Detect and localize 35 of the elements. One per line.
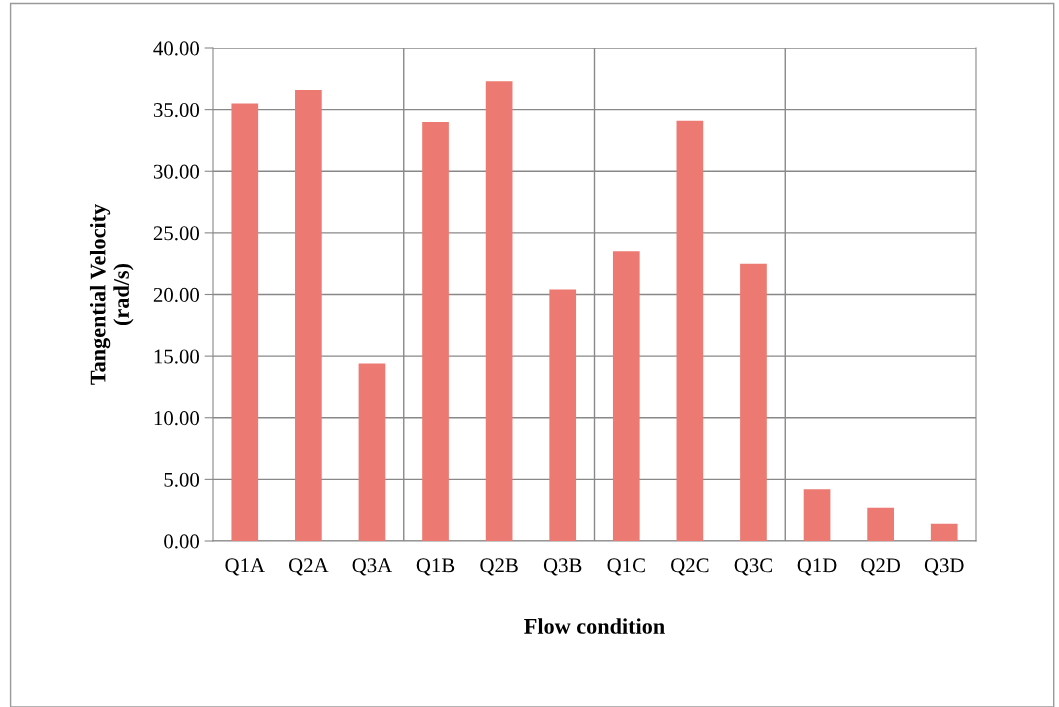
x-tick-label: Q2B <box>480 558 518 576</box>
bar <box>930 523 958 541</box>
y-tick-label: 5.00 <box>164 472 200 487</box>
x-tick-label: Q1C <box>607 558 645 576</box>
bar <box>740 263 767 541</box>
x-axis-title: Flow condition <box>524 618 665 634</box>
x-tick-label: Q3D <box>924 558 964 576</box>
bar <box>358 363 386 541</box>
x-tick-label: Q1D <box>797 558 837 576</box>
y-tick-label: 30.00 <box>153 164 200 179</box>
x-tick-label: Q3C <box>734 558 772 576</box>
bar <box>612 251 640 541</box>
y-tick-label: 35.00 <box>153 103 200 118</box>
x-tick-label: Q3A <box>352 558 393 576</box>
y-tick-label: 15.00 <box>154 349 200 364</box>
bar <box>485 81 513 541</box>
y-tick-label: 20.00 <box>153 287 200 303</box>
y-tick-label: 40.00 <box>153 41 200 56</box>
y-tick-label: 10.00 <box>154 411 200 426</box>
x-tick-label: Q2C <box>671 558 709 576</box>
x-tick-label: Q1B <box>416 558 455 576</box>
bar <box>676 120 704 541</box>
bar <box>231 103 259 541</box>
x-tick-label: Q2A <box>288 558 329 576</box>
y-axis-title: Tangential Velocity (rad/s) <box>89 204 134 385</box>
bar <box>422 121 449 541</box>
x-tick-label: Q3B <box>543 558 582 576</box>
y-tick-label: 25.00 <box>153 226 200 241</box>
x-tick-label: Q1A <box>225 558 265 576</box>
bar <box>549 289 577 541</box>
bar <box>295 89 322 541</box>
bar <box>803 489 831 541</box>
x-tick-label: Q2D <box>861 558 901 576</box>
y-tick-label: 0.00 <box>164 534 200 549</box>
bar <box>867 507 894 541</box>
